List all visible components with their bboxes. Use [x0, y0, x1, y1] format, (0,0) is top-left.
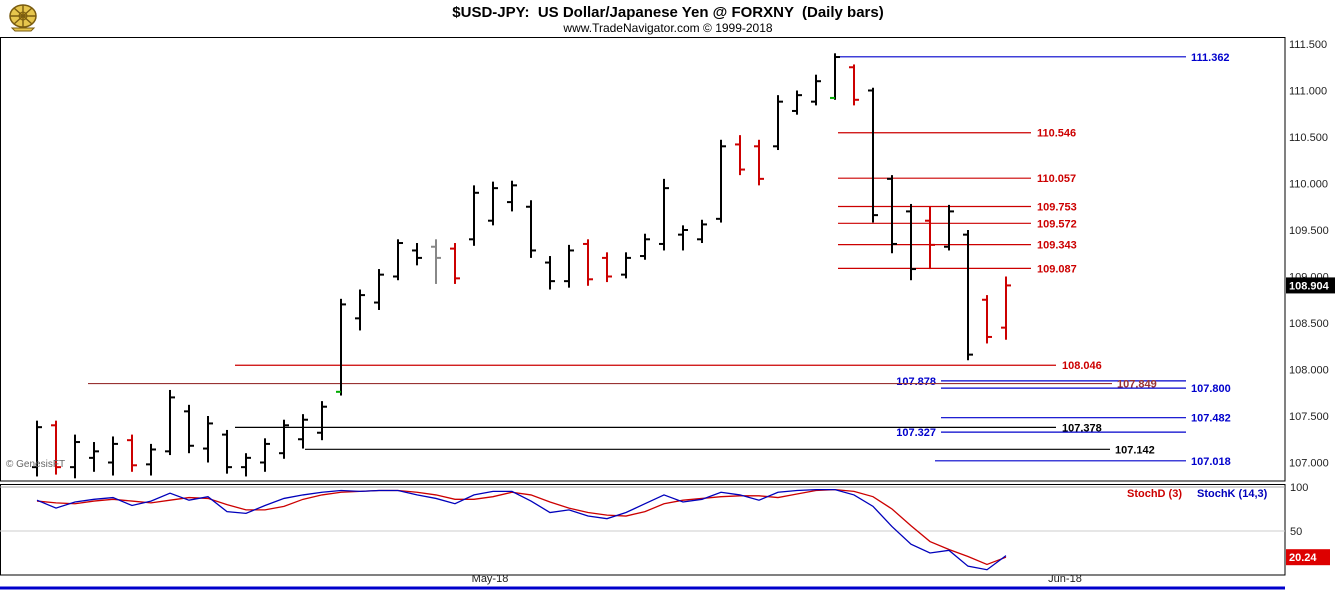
level-label-109.753: 109.753 [1037, 201, 1077, 213]
stoch-d-line [36, 488, 1007, 566]
price-axis-tick: 108.000 [1289, 365, 1329, 377]
last-price-badge-value: 108.904 [1289, 280, 1330, 292]
stoch-value-badge [1286, 549, 1330, 566]
level-label-107.327: 107.327 [896, 427, 936, 439]
price-axis-tick: 108.500 [1289, 318, 1329, 330]
chart-subtitle: www.TradeNavigator.com © 1999-2018 [563, 21, 773, 35]
stoch-axis-tick: 50 [1290, 526, 1302, 538]
stoch-k-line [36, 488, 1007, 571]
price-axis-tick: 109.500 [1289, 225, 1329, 237]
level-label-109.343: 109.343 [1037, 240, 1077, 252]
level-label-111.362: 111.362 [1191, 52, 1230, 64]
level-label-110.057: 110.057 [1037, 173, 1076, 185]
stoch-value-badge-value: 20.24 [1289, 552, 1317, 564]
price-pane-border [0, 37, 1286, 482]
date-label-Jun-18: Jun-18 [1048, 573, 1082, 585]
genesis-gold-wheel-icon [9, 4, 37, 32]
chart-header: $USD-JPY: US Dollar/Japanese Yen @ FORXN… [0, 0, 1336, 35]
chart-title: $USD-JPY: US Dollar/Japanese Yen @ FORXN… [452, 4, 884, 21]
level-label-108.046: 108.046 [1062, 360, 1102, 372]
level-label-107.482: 107.482 [1191, 413, 1231, 425]
stoch-axis-tick: 100 [1290, 482, 1308, 494]
level-label-107.142: 107.142 [1115, 444, 1155, 456]
price-axis-tick: 107.000 [1289, 458, 1329, 470]
level-label-107.378: 107.378 [1062, 422, 1102, 434]
level-label-107.018: 107.018 [1191, 456, 1231, 468]
level-label-109.572: 109.572 [1037, 218, 1077, 230]
level-label-109.087: 109.087 [1037, 263, 1077, 275]
level-label-110.546: 110.546 [1037, 128, 1076, 140]
price-axis-tick: 110.500 [1289, 132, 1328, 144]
level-label-107.878: 107.878 [896, 376, 936, 388]
stoch-d-legend: StochD (3) [1127, 488, 1182, 500]
level-label-107.849: 107.849 [1117, 379, 1157, 391]
price-axis-tick: 107.500 [1289, 411, 1329, 423]
last-price-badge [1286, 277, 1335, 294]
date-label-May-18: May-18 [472, 573, 509, 585]
price-axis-tick: 111.000 [1289, 86, 1327, 98]
level-label-107.800: 107.800 [1191, 383, 1231, 395]
stoch-k-legend: StochK (14,3) [1197, 488, 1268, 500]
price-axis-tick: 110.000 [1289, 179, 1328, 191]
price-axis-tick: 111.500 [1289, 39, 1327, 51]
genesis-logo [4, 2, 42, 37]
genesis-watermark: © GenesisFT [6, 459, 66, 470]
stoch-pane-border [0, 484, 1286, 576]
